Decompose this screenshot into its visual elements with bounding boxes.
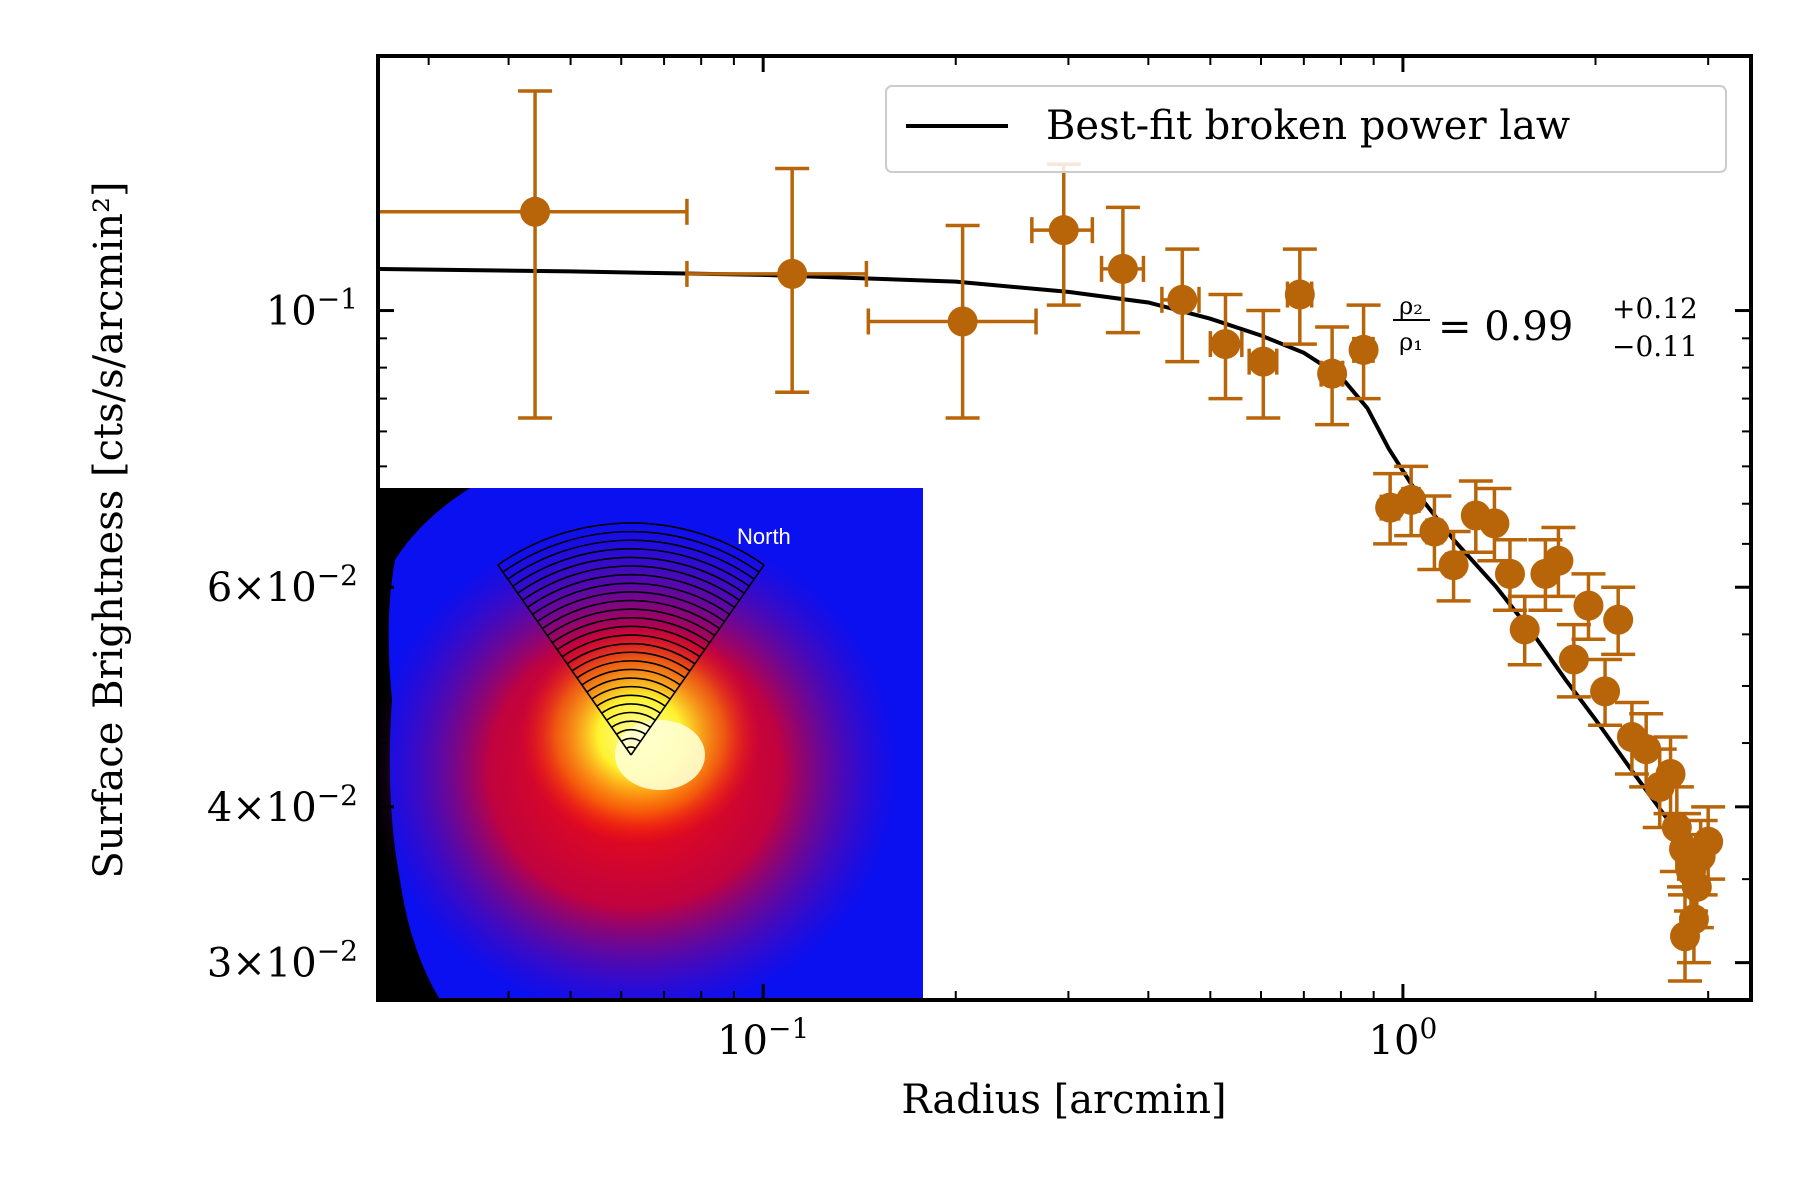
data-point [1603,604,1634,635]
ratio-annotation: ρ₂ ρ₁ = 0.99 +0.12 −0.11 [1393,292,1698,363]
data-point [1438,550,1469,581]
data-point [1494,558,1525,589]
inset-xray-image: North [378,488,923,1000]
data-point [1317,358,1348,389]
data-point [1479,508,1510,539]
inset-sector-annuli [497,522,765,756]
inset-annulus-arc [611,720,651,728]
data-point [1167,284,1198,315]
inset-annulus-arc [561,634,701,658]
ratio-denominator: ρ₁ [1399,328,1423,356]
data-point [1558,644,1589,675]
inset-annulus-arc [596,694,666,707]
data-point [1248,346,1279,377]
data-point [520,196,551,227]
inset-annulus-arc [581,668,681,686]
y-axis-label: Surface Brightness [cts/s/arcmin²] [86,181,132,878]
inset-hotspot [615,720,705,790]
data-point [1573,590,1604,621]
data-point [1509,614,1540,645]
y-tick-label: 3×10−2 [207,935,358,987]
data-point [1048,215,1079,246]
inset-annulus-arc [546,608,716,637]
data-point [1396,484,1427,515]
x-axis-label: Radius [arcmin] [901,1077,1226,1123]
data-point [1284,279,1315,310]
inset-annulus-arc [566,642,696,665]
ratio-lower-error: −0.11 [1612,330,1698,363]
data-points [520,196,1724,952]
inset-annulus-arc [507,539,755,580]
data-point [1210,329,1241,360]
inset-annulus-arc [541,599,721,630]
inset-annulus-arc [512,548,750,587]
inset-annulus-arc [606,711,656,721]
y-tick-label: 6×10−2 [207,559,358,611]
fit-line [378,266,1710,858]
data-point [947,306,978,337]
inset-annulus-arc [621,737,641,743]
inset-annulus-arc [502,530,760,573]
x-tick-label: 100 [1369,1012,1438,1064]
inset-sector-edge [630,564,765,756]
data-point [1543,545,1574,576]
plot-frame [376,54,1753,1002]
data-point [1631,734,1662,765]
inset-annulus-arc [601,703,661,714]
inset-annulus-arc [571,651,691,672]
data-point [1348,334,1379,365]
inset-annulus-arc [522,565,740,601]
inset-annulus-arc [586,677,676,693]
y-tick-label: 10−1 [266,283,358,335]
legend: Best-fit broken power law [885,85,1727,173]
y-tick-label: 4×10−2 [207,779,358,831]
legend-box [885,85,1727,173]
inset-annulus-arc [532,582,730,616]
x-tick-label: 10−1 [717,1012,809,1064]
inset-annulus-arc [616,728,646,735]
inset-north-label: North [737,524,791,549]
inset-annulus-arc [551,616,711,644]
data-point [777,258,808,289]
inset-annulus-arc [517,556,745,594]
ratio-value: = 0.99 [1438,304,1573,350]
inset-annulus-arc [527,573,735,608]
ratio-upper-error: +0.12 [1612,292,1698,325]
data-point [1107,253,1138,284]
inset-annulus-arc [497,522,765,566]
data-point [1693,826,1724,857]
axis-tick-labels: 10−1 100 10−1 6×10−2 4×10−2 3×10−2 [207,283,1437,1064]
data-point [1655,758,1686,789]
inset-annulus-arc [537,591,725,623]
data-point [1681,871,1712,902]
data-point [1670,921,1701,952]
inset-annulus-arc [576,660,686,679]
inset-annulus-arc [556,625,706,651]
ratio-numerator: ρ₂ [1399,292,1423,320]
data-point [1590,676,1621,707]
data-point [1419,516,1450,547]
axis-ticks [378,56,1751,1000]
legend-label: Best-fit broken power law [1046,103,1570,149]
inset-sector-edge [497,564,632,756]
inset-annulus-arc [591,685,671,700]
